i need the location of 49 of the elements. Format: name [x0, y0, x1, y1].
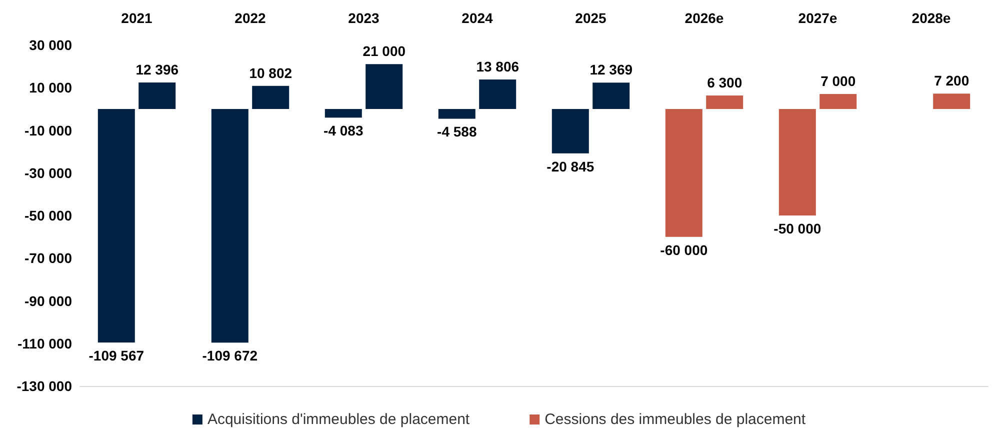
data-label: 12 396 [136, 62, 179, 78]
bar [592, 82, 630, 109]
bar [552, 108, 589, 154]
legend-label: Acquisitions d'immeubles de placement [207, 411, 470, 428]
data-label: -4 588 [437, 124, 477, 140]
data-label: 6 300 [707, 74, 742, 91]
data-label: -20 845 [546, 158, 594, 174]
y-tick-label: 30 000 [29, 37, 72, 53]
x-tick-label: 2023 [348, 10, 380, 26]
bar [665, 108, 702, 237]
data-label: 10 802 [249, 64, 292, 81]
y-tick-label: -30 000 [24, 164, 72, 181]
x-tick-label: 2027e [798, 10, 838, 26]
data-label: 13 806 [476, 58, 520, 75]
bar [438, 108, 476, 119]
bar [820, 94, 857, 109]
legend-label: Cessions des immeubles de placement [544, 411, 806, 428]
x-tick-label: 2021 [121, 10, 153, 26]
bar [366, 64, 403, 109]
x-tick-label: 2022 [234, 10, 266, 26]
data-label: -109 567 [88, 347, 144, 364]
x-tick-label: 2024 [462, 10, 494, 26]
data-label: 7 000 [820, 73, 856, 90]
y-tick-label: -90 000 [24, 292, 72, 309]
y-tick-label: -110 000 [18, 335, 72, 352]
data-label: -4 083 [324, 122, 364, 139]
bar [324, 108, 362, 118]
data-label: 12 369 [590, 62, 633, 78]
data-label: 7 200 [934, 72, 970, 89]
y-tick-label: -50 000 [24, 208, 72, 224]
bar [252, 86, 290, 109]
bar [933, 94, 970, 109]
y-tick-label: 10 000 [29, 80, 72, 96]
bar [479, 80, 516, 109]
x-tick-label: 2028e [912, 10, 951, 26]
bar [211, 108, 248, 343]
bar [778, 108, 816, 216]
data-label: -109 672 [202, 348, 258, 364]
x-tick-label: 2026e [684, 10, 724, 26]
y-tick-label: -10 000 [24, 122, 72, 138]
y-tick-label: -70 000 [24, 250, 72, 266]
data-label: -50 000 [774, 220, 822, 236]
x-tick-label: 2025 [575, 10, 607, 26]
bar [98, 108, 135, 342]
bar [706, 96, 744, 109]
data-label: -60 000 [660, 242, 708, 258]
data-label: 21 000 [362, 43, 406, 60]
bar [138, 82, 176, 109]
y-tick-label: -130 000 [16, 378, 72, 394]
